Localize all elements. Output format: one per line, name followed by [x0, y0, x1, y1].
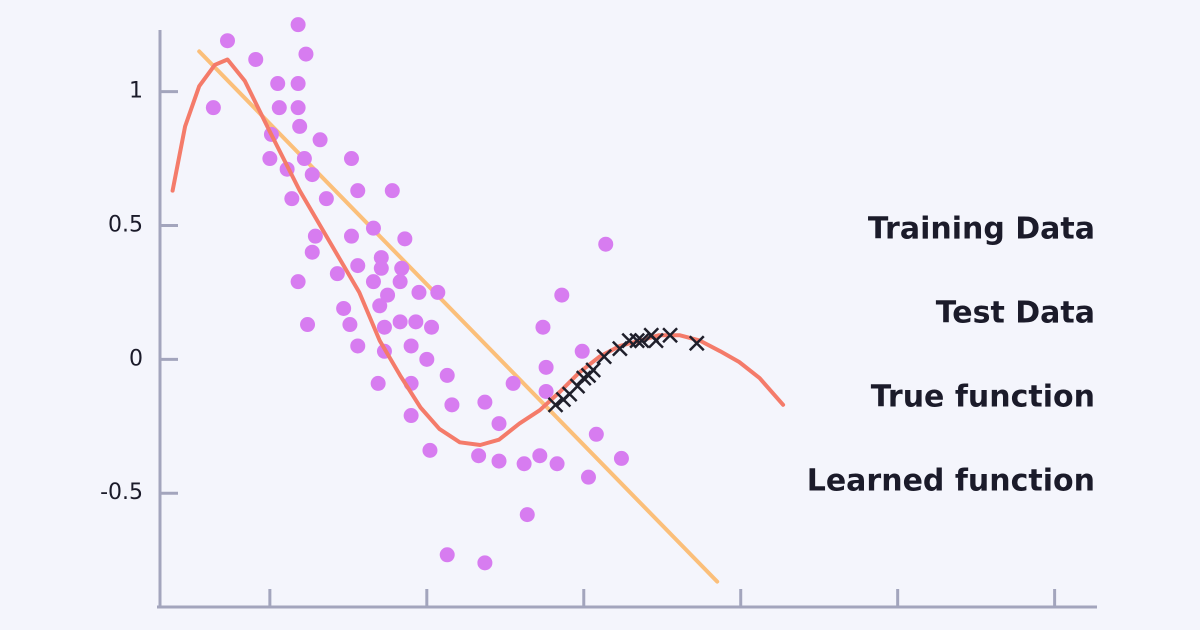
- training-point: [373, 260, 389, 276]
- test-point: [596, 348, 613, 365]
- test-point: [585, 362, 602, 378]
- training-point: [373, 250, 389, 266]
- training-point: [519, 507, 535, 523]
- legend-label: Training Data: [868, 212, 1095, 247]
- series: [547, 327, 705, 413]
- y-tick-label: 0.5: [108, 212, 143, 237]
- y-tick-label: 0: [129, 346, 143, 371]
- training-point: [439, 547, 455, 563]
- training-point: [588, 426, 604, 442]
- training-point: [376, 319, 392, 335]
- training-point: [343, 151, 359, 167]
- test-point: [662, 327, 678, 344]
- training-point: [538, 359, 554, 375]
- training-point: [380, 287, 396, 303]
- training-point: [205, 100, 221, 116]
- training-point: [505, 375, 521, 391]
- series: [197, 49, 720, 584]
- training-point: [298, 46, 314, 62]
- training-point: [549, 456, 565, 472]
- training-point: [439, 367, 455, 383]
- training-point: [598, 236, 614, 252]
- legend-label: Test Data: [936, 296, 1095, 331]
- training-point: [403, 338, 419, 354]
- training-point: [336, 300, 352, 316]
- training-point: [290, 274, 306, 290]
- line: [170, 57, 786, 447]
- training-point: [554, 287, 570, 303]
- training-point: [408, 314, 424, 330]
- training-point: [365, 220, 381, 236]
- test-point: [547, 396, 564, 413]
- line: [197, 49, 720, 584]
- y-tick-label: 1: [129, 79, 143, 104]
- test-point: [629, 332, 646, 349]
- training-point: [477, 555, 493, 571]
- training-point: [392, 314, 408, 330]
- training-point: [270, 76, 286, 92]
- training-point: [384, 183, 400, 199]
- training-point: [262, 151, 278, 167]
- y-tick-label: -0.5: [100, 480, 143, 505]
- training-point: [403, 408, 419, 424]
- training-point: [219, 33, 235, 49]
- training-point: [580, 469, 596, 485]
- training-point: [419, 351, 435, 367]
- training-point: [307, 228, 323, 244]
- training-point: [394, 260, 410, 276]
- training-point: [532, 448, 548, 464]
- test-point: [648, 332, 664, 349]
- legend-label: True function: [871, 380, 1095, 415]
- training-point: [290, 17, 306, 33]
- training-point: [304, 244, 320, 260]
- training-point: [372, 298, 388, 314]
- training-point: [516, 456, 532, 472]
- training-point: [312, 132, 328, 148]
- training-point: [477, 394, 493, 410]
- legend-label: Learned function: [807, 464, 1095, 499]
- training-point: [296, 151, 312, 167]
- training-point: [292, 118, 308, 134]
- series: [170, 57, 786, 447]
- training-point: [411, 284, 427, 300]
- training-point: [538, 383, 554, 399]
- training-point: [284, 191, 300, 207]
- training-point: [304, 167, 320, 183]
- training-point: [248, 51, 264, 67]
- test-point: [688, 335, 705, 352]
- training-point: [300, 317, 316, 333]
- training-point: [392, 274, 408, 290]
- training-point: [271, 100, 287, 116]
- training-point: [342, 317, 358, 333]
- training-point: [471, 448, 487, 464]
- training-point: [430, 284, 446, 300]
- training-point: [329, 266, 345, 282]
- test-point: [633, 332, 650, 349]
- series: [205, 17, 629, 571]
- training-point: [422, 442, 438, 458]
- training-point: [350, 338, 366, 354]
- training-point: [444, 397, 460, 413]
- training-point: [574, 343, 590, 359]
- training-point: [290, 100, 306, 116]
- training-point: [491, 416, 507, 432]
- training-point: [491, 453, 507, 469]
- training-point: [290, 76, 306, 92]
- training-point: [397, 231, 413, 247]
- training-point: [350, 258, 366, 274]
- training-point: [370, 375, 386, 391]
- training-point: [343, 228, 359, 244]
- training-point: [613, 450, 629, 466]
- training-point: [535, 319, 551, 335]
- training-point: [350, 183, 366, 199]
- training-point: [365, 274, 381, 290]
- training-point: [424, 319, 440, 335]
- training-point: [318, 191, 334, 207]
